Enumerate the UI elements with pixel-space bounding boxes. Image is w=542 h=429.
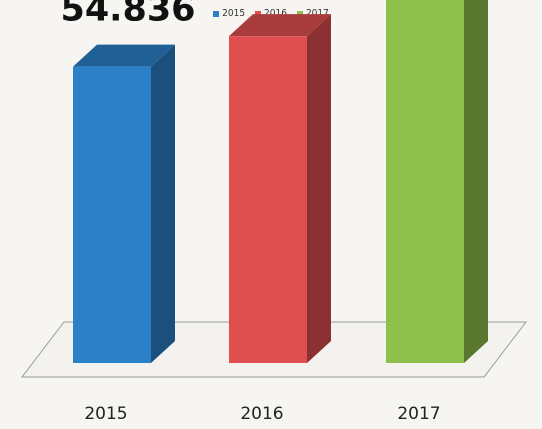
x-tick-label-2015: 2015 [84,404,127,424]
legend-swatch-2017 [296,10,303,17]
legend-label-2017: 2017 [305,8,329,19]
bar-front-2015 [73,66,151,363]
legend-label-2015: 2015 [222,8,246,19]
bar-side-2015 [151,44,175,363]
legend-swatch-2015 [213,10,220,17]
x-tick-label-2016: 2016 [240,404,283,424]
bar-front-2017 [386,0,464,364]
bar-front-2016 [229,36,307,363]
legend-label-2016: 2016 [264,8,287,19]
bar-2016 [229,14,331,363]
bar-2015 [73,44,175,363]
bar-side-2017 [464,0,488,363]
bar-top-2015 [73,44,175,67]
bar-side-2016 [307,14,331,363]
data-label-2015: 54.836 [60,0,195,30]
legend-item-2015: 2015 [213,8,245,19]
bar-top-2016 [229,14,331,37]
x-tick-label-2017: 2017 [397,404,440,424]
legend-item-2017: 2017 [296,8,329,19]
legend-item-2016: 2016 [255,8,287,19]
bar-2017 [386,0,488,364]
chart-legend: 2015 2016 2017 [0,8,542,19]
legend-swatch-2016 [255,10,262,17]
